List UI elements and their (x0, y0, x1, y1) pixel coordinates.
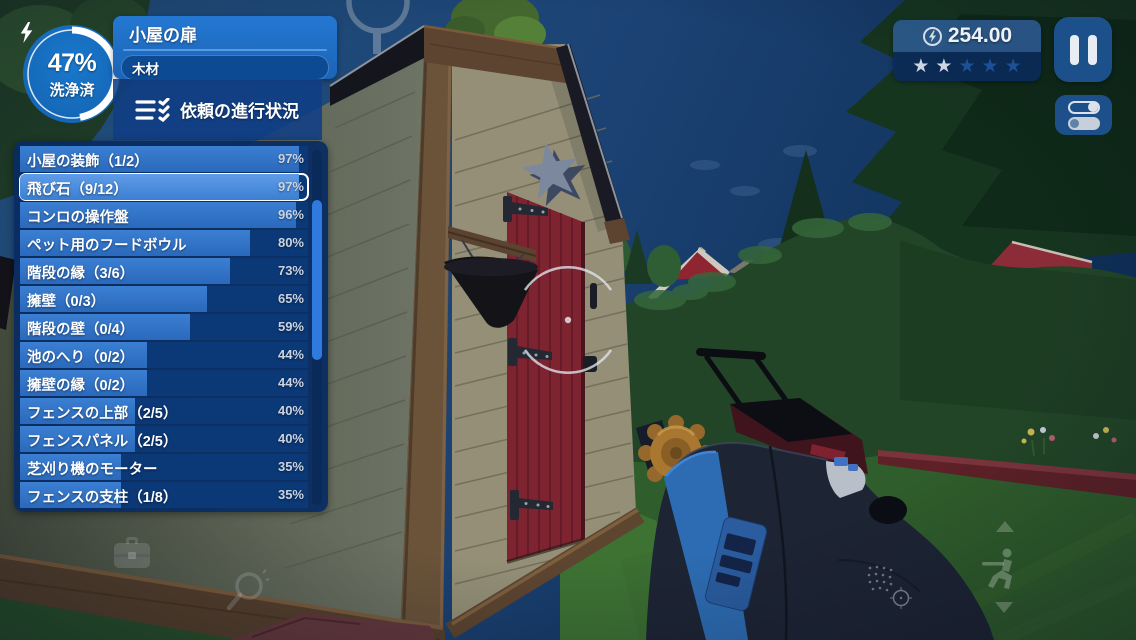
task-row-label: 擁壁（0/3） (27, 294, 106, 310)
task-row-label: 擁壁の縁（0/2） (27, 378, 135, 394)
task-progress-fill (20, 482, 121, 508)
briefcase-icon[interactable] (110, 530, 154, 579)
target-info-panel: 小屋の扉 木材 (113, 16, 337, 80)
settings-button[interactable] (1055, 95, 1112, 135)
target-name: 小屋の扉 (129, 26, 197, 45)
task-row-percent: 35% (277, 459, 304, 474)
task-row-label: コンロの操作盤 (27, 210, 129, 226)
task-progress-fill (20, 370, 147, 396)
task-progress-fill (20, 286, 208, 312)
task-progress-fill (20, 454, 121, 480)
task-progress-fill (20, 342, 147, 368)
checklist-icon (135, 97, 170, 122)
money-display: 254.00 (893, 20, 1041, 52)
task-row-percent: 44% (277, 347, 304, 362)
clean-label: 洗浄済 (49, 81, 95, 99)
task-row[interactable]: ペット用のフードボウル 80% (20, 230, 308, 256)
star-rating: ★ ★ ★ ★ ★ (893, 52, 1041, 81)
task-progress-fill (20, 314, 190, 340)
task-row-percent: 59% (277, 319, 304, 334)
job-progress-title: 依頼の進行状況 (180, 102, 299, 121)
task-row[interactable]: フェンスパネル（2/5） 40% (20, 426, 308, 452)
task-row[interactable]: 擁壁（0/3） 65% (20, 286, 308, 312)
divider (123, 49, 327, 51)
pause-icon (1069, 34, 1079, 65)
task-row-label: 小屋の装飾（1/2） (27, 154, 149, 170)
task-row[interactable]: 階段の壁（0/4） 59% (20, 314, 308, 340)
magnifier-icon[interactable] (222, 568, 270, 621)
star-empty-icon: ★ (958, 56, 976, 77)
task-row-label: 池のへり（0/2） (27, 350, 135, 366)
task-row[interactable]: 小屋の装飾（1/2） 97% (20, 146, 308, 172)
arrow-down-icon[interactable] (995, 602, 1013, 613)
task-row-percent: 40% (277, 431, 304, 446)
task-row-percent: 65% (277, 291, 304, 306)
task-row[interactable]: フェンスの上部（2/5） 40% (20, 398, 308, 424)
task-row-percent: 40% (277, 403, 304, 418)
task-row-percent: 73% (277, 263, 304, 278)
arrow-up-icon[interactable] (996, 521, 1014, 532)
task-progress-fill (20, 202, 297, 228)
task-row-label: フェンスの上部（2/5） (27, 406, 178, 422)
coin-lightning-icon (922, 26, 942, 46)
task-row-label: 飛び石（9/12） (27, 182, 128, 198)
star-filled-icon: ★ (912, 56, 930, 77)
task-progress-fill (20, 258, 231, 284)
task-row[interactable]: 階段の縁（3/6） 73% (20, 258, 308, 284)
material-name: 木材 (132, 61, 159, 77)
task-row-label: フェンスパネル（2/5） (27, 434, 178, 450)
task-progress-fill (20, 426, 136, 452)
job-task-panel: 小屋の装飾（1/2） 97% 飛び石（9/12） 97% コンロの操作盤 96% ペット用の… (14, 141, 328, 512)
clean-percent: 47% (47, 48, 97, 77)
task-progress-fill (20, 398, 136, 424)
money-amount: 254.00 (947, 24, 1013, 47)
toggles-icon (1067, 100, 1100, 114)
star-empty-icon: ★ (981, 56, 999, 77)
scrollbar-track[interactable] (312, 150, 322, 505)
task-row[interactable]: フェンスの支柱（1/8） 35% (20, 482, 308, 508)
task-row[interactable]: 池のへり（0/2） 44% (20, 342, 308, 368)
task-row-percent: 96% (277, 207, 304, 222)
task-row[interactable]: 擁壁の縁（0/2） 44% (20, 370, 308, 396)
task-row-percent: 44% (277, 375, 304, 390)
task-progress-fill (20, 230, 251, 256)
task-list: 小屋の装飾（1/2） 97% 飛び石（9/12） 97% コンロの操作盤 96% ペット用の… (19, 146, 309, 510)
crouch-stance-icon (980, 546, 1022, 597)
task-row-label: ペット用のフードボウル (27, 238, 187, 254)
task-row-label: フェンスの支柱（1/8） (27, 490, 178, 506)
job-progress-header: 依頼の進行状況 (113, 79, 322, 140)
task-progress-fill (20, 146, 300, 172)
task-row-percent: 35% (277, 487, 304, 502)
task-row-percent: 80% (277, 235, 304, 250)
task-row-label: 芝刈り機のモーター (27, 462, 158, 478)
task-row-percent: 97% (277, 151, 304, 166)
lightning-icon (20, 22, 33, 43)
task-row[interactable]: コンロの操作盤 96% (20, 202, 308, 228)
star-empty-icon: ★ (1004, 56, 1022, 77)
task-row-label: 階段の縁（3/6） (27, 266, 135, 282)
task-row[interactable]: 芝刈り機のモーター 35% (20, 454, 308, 480)
material-pill: 木材 (121, 55, 329, 80)
task-progress-fill (20, 174, 300, 200)
scrollbar-thumb[interactable] (312, 200, 322, 360)
task-row-percent: 97% (277, 179, 304, 194)
task-row-label: 階段の壁（0/4） (27, 322, 135, 338)
star-filled-icon: ★ (935, 56, 953, 77)
money-panel: 254.00 ★ ★ ★ ★ ★ (893, 20, 1041, 81)
task-row[interactable]: 飛び石（9/12） 97% (19, 173, 309, 201)
clean-progress-badge: 47% 洗浄済 (20, 22, 124, 126)
pause-button[interactable] (1054, 17, 1112, 82)
